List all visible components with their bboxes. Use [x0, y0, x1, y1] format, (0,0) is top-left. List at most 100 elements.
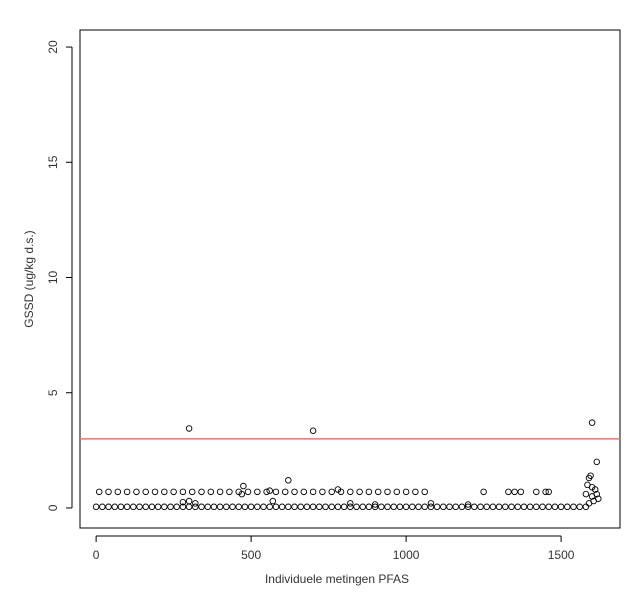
point — [226, 488, 233, 496]
point — [291, 503, 298, 511]
point — [117, 503, 125, 511]
point — [136, 503, 143, 511]
point — [142, 503, 149, 511]
point — [593, 458, 601, 466]
point — [188, 488, 196, 496]
point — [371, 503, 379, 511]
point — [495, 503, 503, 511]
point — [452, 503, 459, 511]
point — [471, 503, 478, 511]
point — [235, 503, 242, 511]
point — [254, 503, 261, 511]
point — [359, 503, 366, 511]
point — [545, 503, 552, 511]
plot-box — [79, 29, 621, 529]
x-axis-label: Individuele metingen PFAS — [265, 572, 409, 586]
point — [161, 503, 168, 511]
point — [167, 503, 174, 511]
point — [480, 488, 487, 496]
point — [514, 503, 521, 511]
point — [148, 503, 156, 511]
point — [334, 486, 342, 493]
point — [216, 488, 224, 496]
point — [340, 503, 348, 511]
point — [92, 503, 100, 511]
point — [347, 503, 354, 511]
point — [285, 477, 292, 484]
point — [588, 483, 596, 491]
point — [179, 488, 187, 496]
point — [384, 488, 391, 496]
point — [365, 503, 373, 511]
point — [244, 488, 252, 496]
point — [123, 503, 131, 511]
point — [216, 503, 224, 511]
point — [508, 503, 515, 511]
point — [347, 500, 354, 507]
point — [154, 503, 162, 511]
point — [384, 503, 391, 511]
point — [105, 503, 112, 511]
point — [285, 503, 292, 511]
y-tick-label: 0 — [46, 504, 60, 511]
point — [427, 503, 435, 511]
point — [229, 503, 236, 511]
point — [263, 488, 270, 496]
point — [374, 488, 382, 496]
x-tick-label: 1000 — [393, 548, 420, 562]
point — [142, 488, 149, 496]
point — [588, 419, 596, 426]
point — [99, 503, 106, 511]
point — [322, 503, 329, 511]
point — [328, 503, 335, 511]
point — [223, 503, 230, 511]
point — [427, 500, 435, 507]
x-tick-label: 1500 — [548, 548, 575, 562]
point — [393, 488, 401, 496]
point — [198, 503, 205, 511]
point — [210, 503, 218, 511]
point — [247, 503, 255, 511]
point — [464, 503, 472, 511]
point — [511, 488, 518, 496]
x-tick-label: 0 — [93, 548, 100, 562]
point — [421, 488, 428, 496]
point — [595, 495, 602, 502]
point — [319, 488, 326, 496]
point — [412, 488, 419, 496]
point — [542, 488, 549, 496]
point — [272, 503, 280, 511]
point — [111, 503, 118, 511]
point — [291, 488, 298, 496]
point — [347, 488, 354, 496]
point — [185, 425, 193, 432]
point — [269, 497, 277, 505]
point — [123, 488, 131, 496]
point — [551, 503, 559, 511]
point — [95, 488, 103, 496]
point — [539, 503, 546, 511]
y-tick-label: 5 — [46, 389, 60, 396]
point — [241, 503, 249, 511]
y-tick-label: 10 — [46, 271, 60, 285]
point — [582, 503, 590, 511]
point — [185, 503, 193, 511]
point — [446, 503, 453, 511]
point — [587, 472, 594, 479]
point — [309, 488, 317, 496]
point — [464, 501, 472, 508]
point — [173, 503, 180, 511]
point — [502, 503, 509, 511]
point — [593, 490, 601, 498]
point — [390, 503, 397, 511]
point — [254, 488, 261, 496]
point — [533, 488, 540, 496]
point — [483, 503, 490, 511]
point — [309, 503, 317, 511]
point — [207, 488, 215, 496]
point — [564, 503, 571, 511]
point — [378, 503, 385, 511]
point — [179, 498, 187, 506]
point — [533, 503, 540, 511]
